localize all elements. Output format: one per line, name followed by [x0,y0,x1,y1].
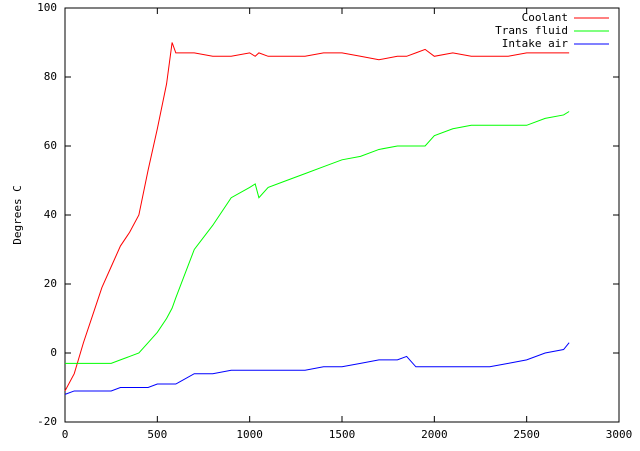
legend-label: Coolant [522,11,568,24]
series-line [64,42,570,392]
x-tick-label: 0 [62,428,69,441]
y-tick-label: 0 [50,346,57,359]
x-tick-label: 1500 [329,428,356,441]
y-tick-label: 100 [37,1,57,14]
x-tick-label: 1000 [236,428,263,441]
x-tick-label: 2000 [421,428,448,441]
x-tick-label: 2500 [513,428,540,441]
y-axis-label: Degrees C [11,185,24,245]
y-tick-label: 80 [44,70,57,83]
y-tick-label: 60 [44,139,57,152]
series-line [64,342,570,395]
x-tick-label: 3000 [606,428,633,441]
plot-frame [64,7,620,423]
legend-label: Trans fluid [495,24,568,37]
legend-label: Intake air [502,37,569,50]
y-tick-label: -20 [37,415,57,428]
y-tick-label: 20 [44,277,57,290]
series-line [65,111,570,364]
x-tick-label: 500 [147,428,167,441]
y-tick-label: 40 [44,208,57,221]
